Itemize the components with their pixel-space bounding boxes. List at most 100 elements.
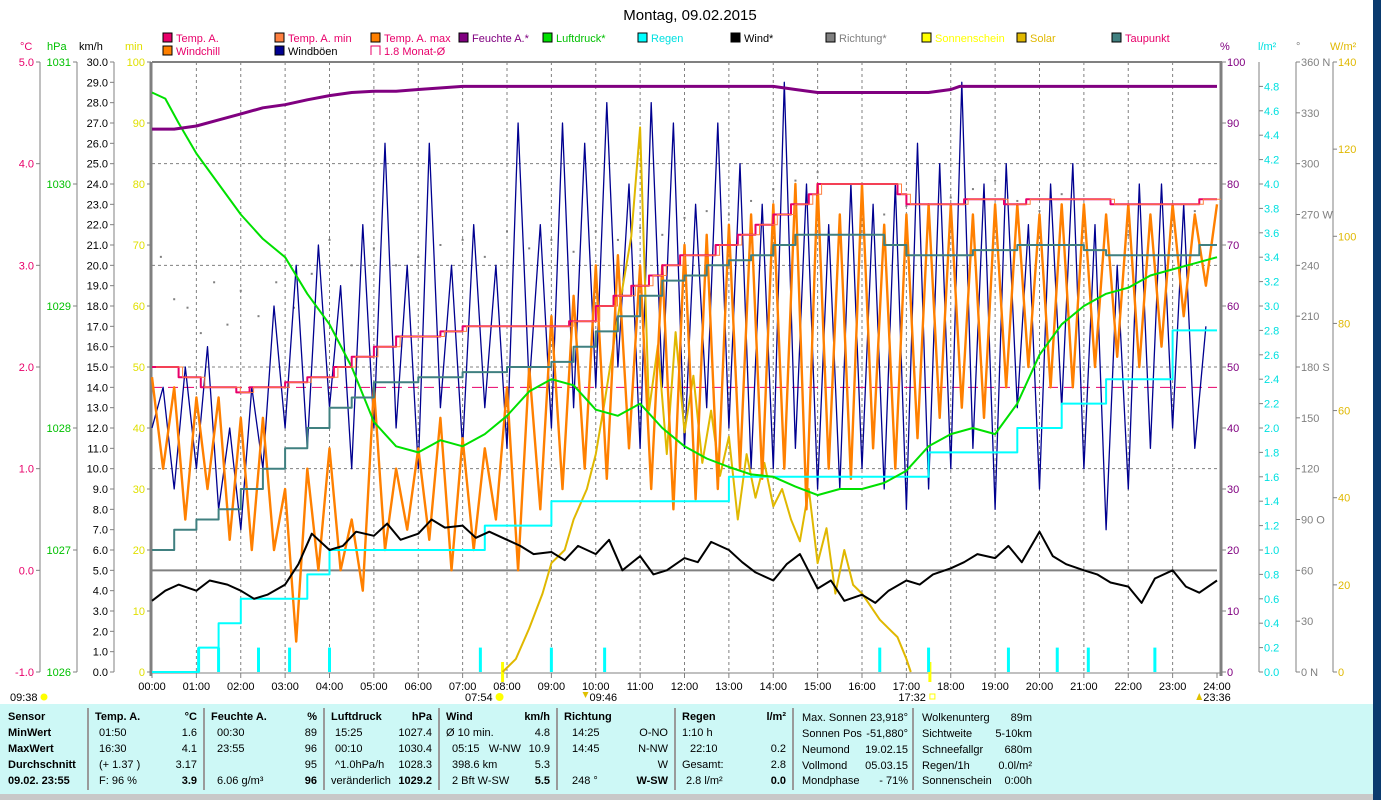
sensor-header: Sensor [8,711,46,723]
summary-temp: Temp. A. °C 01:50 1.6 16:30 4.1 (+ 1.37 ) 3.… [89,708,205,790]
cloud-sun-icon [40,693,48,701]
humidity-min-time: 00:30 [217,727,245,739]
humidity-current-value: 96 [304,775,317,787]
direction-min-value: O-NO [639,727,668,739]
rain-axis-label: 2.4 [1264,374,1279,386]
row-label-current: 09.02. 23:55 [8,775,70,787]
legend-item: Feuchte A.* [458,32,530,45]
legend-item: Luftdruck* [542,32,606,45]
legend-item: Windböen [274,45,338,58]
temp-min-time: 01:50 [99,727,127,739]
temp-current-value: 3.9 [181,775,197,787]
rain-axis-label: 1.2 [1264,521,1279,533]
rain-axis-label: 1.6 [1264,472,1279,484]
series-solar [501,126,912,673]
series-luftdruck-line [151,91,1218,497]
direction-dot [616,238,619,241]
direction-axis-label: 360 N [1301,57,1330,69]
summary-weather: Wolkenunterg 89m Sichtweite 5-10km Schneef… [914,708,1034,790]
sunshine-axis-label: 40 [133,423,145,435]
legend-label: Temp. A. min [288,33,352,45]
chart-title: Montag, 09.02.2015 [623,7,756,24]
direction-axis-label: 120 [1301,464,1319,476]
direction-axis-label: 150 [1301,413,1319,425]
direction-dot [705,210,708,213]
weather-value: 0:00h [1004,775,1032,787]
axis-unit-temp: °C [20,41,32,53]
x-tick-label: 00:00 [138,681,166,693]
wind-axis-label: 24.0 [87,179,108,191]
legend-label: Temp. A. max [384,33,451,45]
rain-axis-label: 2.2 [1264,399,1279,411]
legend-label: Richtung* [839,33,887,45]
weather-value: 5-10km [995,728,1032,740]
wind-header: Wind [446,711,473,723]
wind-max-value: 10.9 [528,743,550,755]
rain-axis-label: 2.0 [1264,423,1279,435]
astro-value: 19.02.15 [865,744,908,756]
direction-dot [372,247,375,250]
x-tick-label: 10:00 [582,681,610,693]
wind-axis-label: 15.0 [87,362,108,374]
wind-distance: 398.6 km [452,759,498,771]
x-tick-label: 02:00 [227,681,255,693]
direction-dot [905,205,908,208]
solar-axis-label: 140 [1338,57,1356,69]
direction-dot [1127,233,1130,236]
wind-axis-label: 19.0 [87,281,108,293]
sunshine-axis-label: 60 [133,301,145,313]
x-tick-label: 09:00 [538,681,566,693]
direction-dot [772,188,775,191]
pressure-min-value: 1027.4 [398,727,432,739]
pressure-axis-label: 1029 [47,301,71,313]
astro-value: - 71% [879,775,908,787]
humidity-axis-label: 90 [1227,118,1239,130]
temp-trend: (+ 1.37 ) [99,759,141,771]
rain-axis-label: 0.4 [1264,618,1279,630]
series-luftdruck [151,91,1218,497]
temp-axis-label: 1.0 [19,464,34,476]
direction-dot [572,250,575,253]
pressure-axis-label: 1030 [47,179,71,191]
wind-max-time: 05:15 W-NW [452,743,521,755]
weather-label: Sonnenschein [922,775,992,787]
legend-swatch [274,45,285,56]
series-taupunkt [152,233,1217,551]
direction-axis-label: 60 [1301,565,1313,577]
summary-wind: Wind km/h Ø 10 min. 4.8 05:15 W-NW 10.9 398… [440,708,558,790]
wind-axis-label: 10.0 [87,464,108,476]
temp-axis-label: 5.0 [19,57,34,69]
moon-phase-time: 09:38 [10,692,38,704]
summary-pressure: Luftdruck hPa 15:25 1027.4 00:10 1030.4 ^1.… [325,708,440,790]
legend-item: Wind* [730,32,774,45]
x-tick-label: 04:00 [316,681,344,693]
legend-item: Temp. A. max [370,32,451,45]
rain-total-label: Gesamt: [682,759,724,771]
legend-swatch [542,32,553,43]
legend-item: Richtung* [825,32,887,45]
pressure-axis-label: 1027 [47,545,71,557]
direction-dot [417,255,420,258]
x-tick-label: 08:00 [493,681,521,693]
sunrise-icon [495,693,504,701]
series-feuchte-a-line [152,84,1217,131]
rain-axis-label: 3.2 [1264,277,1279,289]
humidity-axis-label: 60 [1227,301,1239,313]
direction-dot [750,199,753,202]
rain-max-value: 0.2 [770,743,786,755]
legend-swatch [162,45,173,56]
direction-dot [350,264,353,267]
direction-dot [1016,199,1019,202]
sunrise-time: 07:54 [465,692,493,704]
axis-unit-pressure: hPa [47,41,67,53]
temp-axis-label: 3.0 [19,260,34,272]
series-regen [152,329,1217,673]
sunshine-axis-label: 30 [133,484,145,496]
x-tick-label: 14:00 [759,681,787,693]
direction-dot [816,171,819,174]
humidity-axis-label: 70 [1227,240,1239,252]
x-tick-label: 15:00 [804,681,832,693]
sunshine-axis-label: 50 [133,362,145,374]
wind-mean-value: 5.3 [534,759,550,771]
direction-dot [173,298,176,301]
